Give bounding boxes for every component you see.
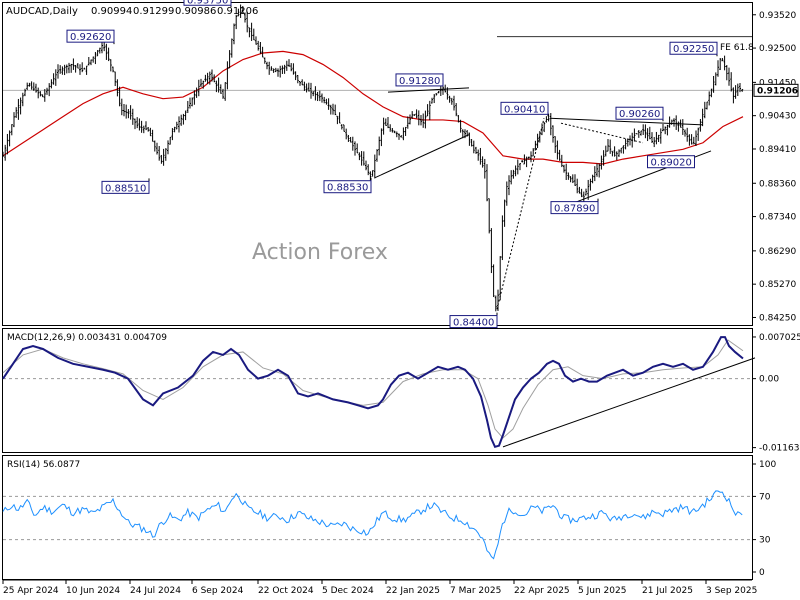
x-axis-tick-label: 3 Sep 2025 [706,586,757,596]
swing-label: 0.93750 [187,0,228,6]
trendline [549,117,704,126]
x-axis-tick-label: 6 Sep 2024 [192,586,244,596]
trendline [387,87,470,93]
swing-label: 0.90260 [619,109,660,120]
swing-label-box [615,106,664,120]
x-axis-tick-label: 21 Jul 2025 [642,586,693,596]
swing-label-box [647,155,695,169]
macd-line [2,336,744,449]
swing-label: 0.87890 [554,204,595,215]
x-axis-tick-label: 10 Jun 2024 [66,586,120,596]
swing-label: 0.92250 [673,44,714,55]
macd-label: MACD(12,26,9) 0.003431 0.004709 [7,333,167,343]
rsi-line [2,490,743,560]
swing-label: 0.88530 [327,183,368,194]
price-pane-frame [2,2,753,326]
macd-trendline [502,357,756,448]
chart-title: AUDCAD,Daily [6,6,78,17]
price-y-tick-label: 0.87340 [759,213,796,223]
x-axis-tick-label: 22 Oct 2024 [258,586,314,596]
rsi-y-tick-label: 30 [759,536,771,546]
price-layer: 0.92620 0.93750 0.88510 0.88530 0.91280 0.844… [2,0,752,329]
swing-label-box [669,41,718,55]
swing-label: 0.91280 [399,76,440,87]
trendline [496,118,545,310]
rsi-y-tick-label: 100 [759,460,776,470]
swing-label-box [183,0,232,6]
x-axis-tick-label: 24 Jul 2024 [130,586,181,596]
rsi-y-tick-label: 0 [759,568,765,578]
price-y-tick-label: 0.92500 [759,44,796,54]
price-y-tick-label: 0.91450 [759,78,796,88]
price-y-tick-label: 0.90430 [759,112,796,122]
rsi-layer [2,490,752,560]
price-y-tick-label: 0.88360 [759,179,796,189]
fe-label: FE 61.8 [720,43,754,53]
trendline [374,134,470,179]
last-price-label: 0.91206 [757,86,798,96]
price-y-tick-label: 0.89410 [759,145,796,155]
rsi-y-tick-label: 70 [759,492,771,502]
swing-label-box [395,73,444,87]
ohlc-high: 0.91299 [133,6,174,17]
swing-label-box [449,315,498,329]
swing-label: 0.88510 [105,183,146,194]
swing-label: 0.90410 [504,104,545,115]
x-axis-tick-label: 25 Apr 2024 [3,586,59,596]
swing-label: 0.92620 [70,32,111,43]
macd-y-tick-label: 0.007025 [759,333,800,343]
x-axis-tick-label: 22 Jan 2025 [386,586,440,596]
swing-label-box [500,101,549,115]
ohlc-close: 0.91206 [217,6,258,17]
rsi-label: RSI(14) 56.0877 [7,460,80,470]
price-y-tick-label: 0.84250 [759,313,796,323]
macd-signal-line [2,339,744,439]
price-bars [2,4,744,312]
swing-label-box [66,29,115,43]
moving-average-line [2,50,744,165]
swing-label-box [101,180,150,194]
axis-layer: 0.93520 0.92500 0.91450 0.90430 0.89410 0.883… [2,11,800,596]
ohlc-readout: 0.90994 0.91299 0.90986 0.91206 [91,6,258,17]
price-y-tick-label: 0.85270 [759,280,796,290]
ohlc-low: 0.90986 [175,6,216,17]
macd-y-tick-label: -0.01163 [759,444,799,454]
x-axis-tick-label: 7 Mar 2025 [450,586,501,596]
price-y-tick-label: 0.86290 [759,247,796,257]
price-y-tick-label: 0.93520 [759,11,796,21]
swing-label: 0.84400 [453,318,494,329]
x-axis-tick-label: 5 Jun 2025 [578,586,626,596]
swing-label-box [550,201,599,215]
x-axis-tick-label: 5 Dec 2024 [322,586,374,596]
swing-label: 0.89020 [651,158,692,169]
swing-label-box [323,180,372,194]
x-axis-tick-label: 22 Apr 2025 [514,586,570,596]
macd-y-tick-label: 0.00 [759,375,779,385]
last-price-tag [753,83,799,97]
macd-pane-frame [2,328,753,453]
ohlc-open: 0.90994 [91,6,132,17]
watermark: Action Forex [252,240,388,265]
macd-layer [2,336,756,449]
